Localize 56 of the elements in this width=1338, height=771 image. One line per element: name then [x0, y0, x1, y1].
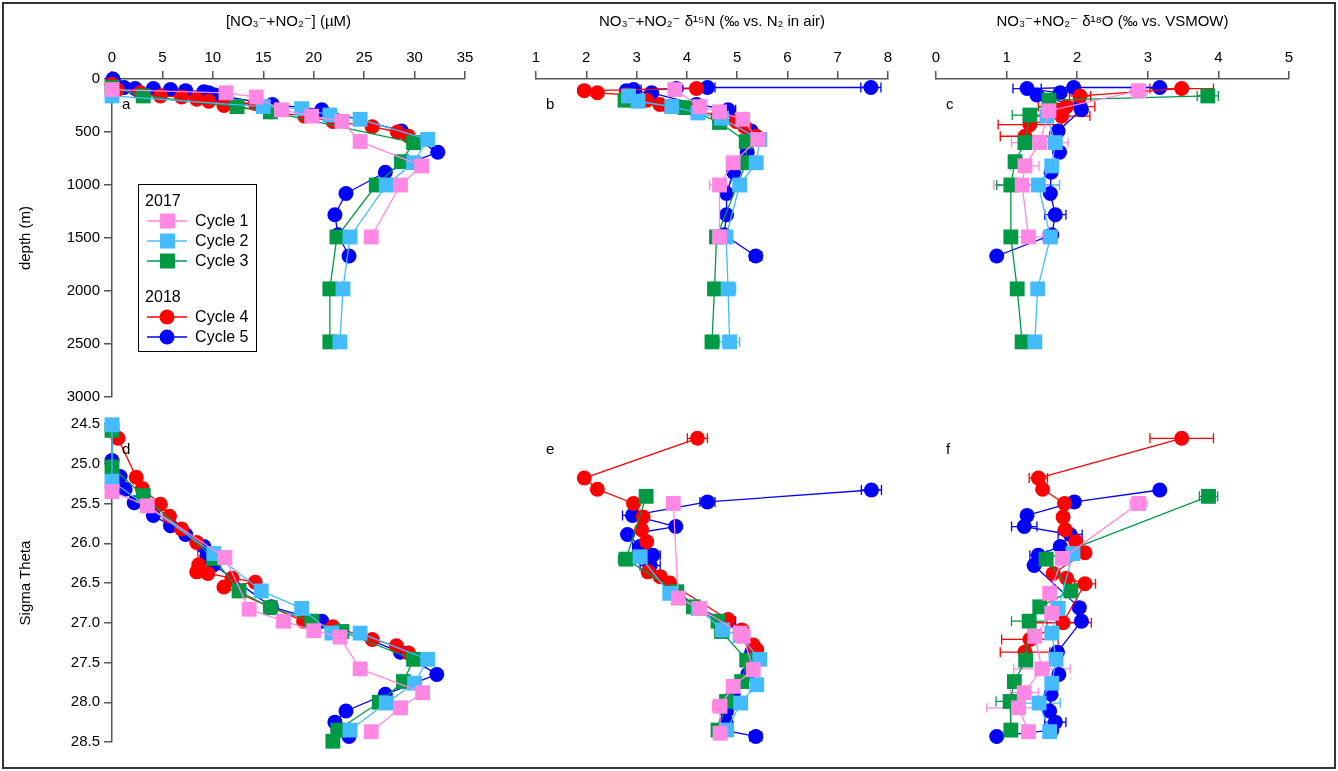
y-tick-label: 26.5 [70, 573, 100, 591]
x-tick-label: 2 [1073, 48, 1082, 66]
x-tick-label: 5 [732, 48, 742, 66]
legend-label: Cycle 3 [195, 250, 249, 271]
annotation: f [946, 440, 951, 457]
y-tick-label: 2500 [66, 334, 100, 352]
y-tick-label: 28.0 [70, 692, 100, 710]
y-tick-label: 28.5 [70, 732, 100, 750]
x-tick-label: 15 [254, 48, 272, 66]
y-tick-label: 1500 [66, 228, 100, 246]
x-tick-label: 35 [456, 48, 474, 66]
x-tick-label: 2 [582, 48, 591, 66]
annotation: e [546, 440, 555, 457]
x-tick-label: 1 [531, 48, 541, 66]
x-axis-title: [NO₃⁻+NO₂⁻] (µM) [225, 12, 352, 30]
legend-title: 2017 [145, 190, 182, 211]
x-tick-label: 10 [204, 48, 222, 66]
annotation: d [122, 440, 131, 457]
x-tick-label: 0 [931, 48, 941, 66]
x-tick-label: 3 [632, 48, 641, 66]
x-tick-label: 6 [783, 48, 792, 66]
legend-label: Cycle 5 [195, 326, 249, 347]
annotation: 2018 [145, 286, 182, 307]
annotation: b [546, 95, 555, 112]
legend-label: Cycle 2 [195, 230, 249, 251]
x-tick-label: 3 [1143, 48, 1152, 66]
y-tick-label: 1000 [66, 175, 100, 193]
y-tick-label: 27.5 [70, 652, 100, 670]
y-tick-label: 0 [91, 69, 100, 87]
x-tick-label: 8 [883, 48, 893, 66]
x-tick-label: 20 [305, 48, 323, 66]
x-tick-label: 7 [833, 48, 842, 66]
y-tick-label: 25.0 [70, 453, 100, 471]
x-tick-label: 1 [1002, 48, 1011, 66]
x-axis-title: NO₃⁻+NO₂⁻ δ¹⁵N (‰ vs. N₂ in air) [598, 12, 826, 30]
annotation: c [946, 95, 954, 112]
x-axis-title: NO₃⁻+NO₂⁻ δ¹⁸O (‰ vs. VSMOW) [996, 12, 1229, 30]
x-tick-label: 5 [1284, 48, 1294, 66]
y-tick-label: 3000 [66, 387, 100, 405]
y-tick-label: 26.0 [70, 533, 100, 551]
y-tick-label: 27.0 [70, 612, 100, 630]
x-tick-label: 4 [682, 48, 692, 66]
y-tick-label: 25.5 [70, 493, 100, 511]
y-tick-label: 2000 [66, 281, 100, 299]
y-axis-title: depth (m) [16, 205, 34, 271]
x-tick-label: 25 [355, 48, 373, 66]
y-tick-label: 500 [74, 122, 100, 140]
x-tick-label: 4 [1214, 48, 1223, 66]
legend-label: Cycle 4 [195, 306, 249, 327]
x-tick-label: 30 [406, 48, 423, 66]
legend-label: Cycle 1 [195, 210, 249, 231]
annotation: a [122, 95, 131, 112]
y-tick-label: 24.5 [70, 414, 100, 432]
y-axis-title: Sigma Theta [16, 539, 34, 626]
x-tick-label: 0 [107, 48, 117, 66]
x-tick-label: 5 [158, 48, 167, 66]
